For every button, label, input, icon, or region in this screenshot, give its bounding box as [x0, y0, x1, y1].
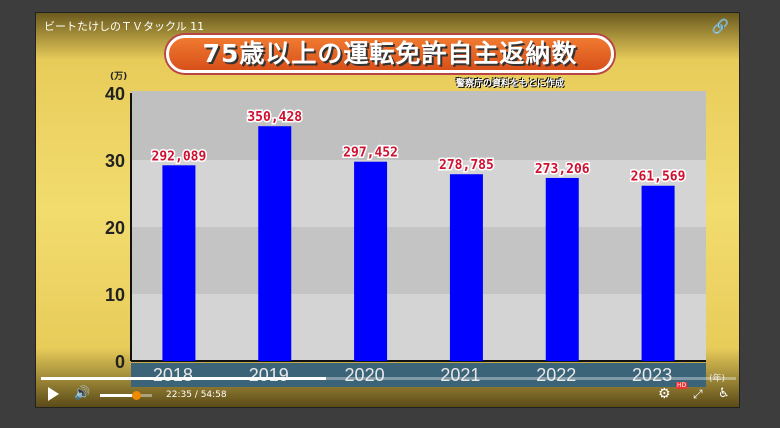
- y-tick-label: 30: [105, 151, 125, 171]
- data-label: 292,089: [152, 149, 207, 164]
- data-label: 261,569: [631, 170, 686, 185]
- x-tick-label: 2018: [153, 365, 193, 385]
- bar-2019: [258, 126, 292, 361]
- accessibility-icon[interactable]: ♿: [718, 386, 730, 401]
- x-tick-label: 2023: [632, 365, 672, 385]
- chart-title-banner: 75歳以上の運転免許自主返納数: [166, 35, 614, 73]
- data-label: 297,452: [343, 146, 398, 161]
- x-axis-band: [131, 363, 706, 387]
- bar-2021: [449, 174, 483, 361]
- bar-2020: [354, 161, 388, 361]
- data-label: 278,785: [439, 158, 494, 173]
- video-player[interactable]: 0 10 20 30 40 292,089 2018 350,428 2019 297,452 20…: [35, 12, 740, 408]
- seek-bar-played: [41, 377, 326, 380]
- y-tick-label: 0: [115, 352, 125, 372]
- data-label: 273,206: [535, 162, 590, 177]
- bar-2022: [545, 177, 579, 361]
- y-axis-unit: (万): [110, 72, 128, 82]
- bar-2023: [641, 185, 675, 361]
- play-icon[interactable]: [48, 387, 59, 401]
- bar-chart: 0 10 20 30 40 292,089 2018 350,428 2019 297,452 20…: [105, 84, 725, 387]
- volume-level: [100, 394, 137, 397]
- seek-bar[interactable]: [41, 377, 736, 380]
- video-title[interactable]: ビートたけしのＴＶタックル 11: [44, 20, 205, 33]
- time-display: 22:35 / 54:58: [166, 390, 227, 400]
- x-tick-label: 2021: [440, 365, 480, 385]
- y-tick-label: 10: [105, 285, 125, 305]
- grid-band-top: [131, 91, 706, 160]
- data-label: 350,428: [247, 110, 302, 125]
- link-icon[interactable]: 🔗: [711, 19, 729, 35]
- grid-band: [131, 294, 706, 361]
- volume-slider[interactable]: [100, 391, 152, 400]
- grid-band: [131, 160, 706, 227]
- x-tick-label: 2019: [249, 365, 289, 385]
- volume-knob[interactable]: [132, 391, 142, 400]
- grid-band: [131, 227, 706, 294]
- y-tick-label: 20: [105, 218, 125, 238]
- x-axis-unit: (年): [709, 372, 725, 384]
- x-tick-label: 2022: [536, 365, 576, 385]
- hd-badge: HD: [676, 382, 688, 389]
- fullscreen-icon[interactable]: ⤢: [693, 387, 703, 401]
- y-tick-label: 40: [105, 84, 125, 104]
- source-note: 警察庁の資料をもとに作成: [456, 79, 564, 89]
- settings-icon[interactable]: ⚙: [658, 386, 671, 402]
- bar-2018: [162, 165, 196, 361]
- x-tick-label: 2020: [345, 365, 385, 385]
- volume-icon[interactable]: 🔊: [74, 386, 91, 401]
